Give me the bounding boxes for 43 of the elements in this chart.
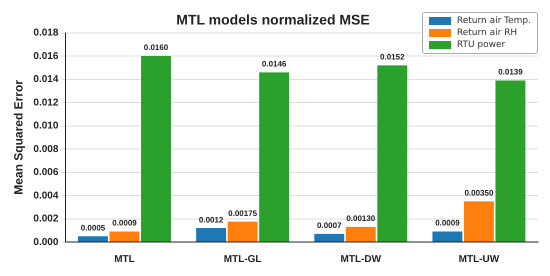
x-tick-label: MTL-DW <box>340 254 382 265</box>
y-axis-title: Mean Squared Error <box>12 80 26 195</box>
x-tick-label: MTL <box>114 254 135 265</box>
data-label: 0.0012 <box>198 215 224 224</box>
data-label: 0.00175 <box>228 208 258 218</box>
y-tick-label: 0.004 <box>33 190 59 202</box>
bar <box>495 80 526 242</box>
bar <box>259 72 290 242</box>
data-label: 0.0009 <box>112 218 138 228</box>
data-label: 0.00350 <box>464 188 494 198</box>
y-tick-label: 0.002 <box>33 214 59 225</box>
data-label: 0.0007 <box>317 221 342 230</box>
bar <box>346 226 376 242</box>
legend-label: Return air Temp. <box>456 15 531 27</box>
bar <box>228 222 258 242</box>
bar <box>432 232 462 242</box>
legend-label: Return air RH <box>456 27 518 39</box>
bar <box>78 236 108 242</box>
bar <box>196 228 226 242</box>
y-tick-label: 0.008 <box>33 144 59 155</box>
bar <box>464 201 494 242</box>
data-label: 0.00130 <box>346 214 376 224</box>
data-label: 0.0152 <box>380 52 406 62</box>
y-tick-label: 0.014 <box>33 74 59 86</box>
bar <box>110 232 140 242</box>
bar <box>141 56 171 242</box>
data-label: 0.0009 <box>435 218 460 228</box>
x-tick-label: MTL-UW <box>458 254 500 265</box>
y-tick-label: 0.018 <box>33 28 59 39</box>
data-label: 0.0005 <box>80 223 106 232</box>
chart-title: MTL models normalized MSE <box>176 11 370 28</box>
data-label: 0.0160 <box>144 43 169 52</box>
legend-label: RTU power <box>456 39 506 51</box>
y-tick-label: 0.006 <box>33 167 59 178</box>
bar <box>377 65 408 242</box>
data-label: 0.0139 <box>498 68 524 77</box>
y-tick-label: 0.000 <box>33 236 59 248</box>
y-tick-label: 0.016 <box>33 50 59 62</box>
data-label: 0.0146 <box>262 60 287 69</box>
bar <box>314 234 344 242</box>
y-tick-label: 0.010 <box>33 120 59 132</box>
y-tick-label: 0.012 <box>33 97 59 108</box>
x-tick-label: MTL-GL <box>224 254 262 265</box>
